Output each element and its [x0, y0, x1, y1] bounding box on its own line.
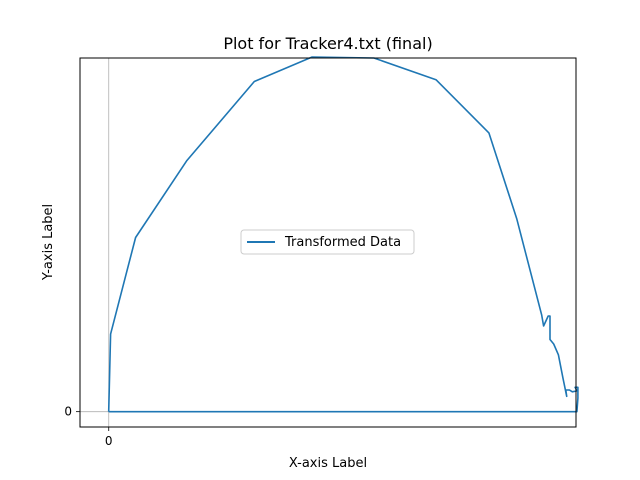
legend-label: Transformed Data: [284, 235, 401, 250]
y-tick-label: 0: [64, 405, 72, 419]
y-axis-label: Y-axis Label: [41, 204, 56, 281]
axis-ticks: 00: [64, 405, 112, 448]
x-axis-label: X-axis Label: [289, 456, 367, 471]
chart-title: Plot for Tracker4.txt (final): [223, 34, 432, 53]
legend-frame: [240, 229, 415, 255]
legend: Transformed Data: [240, 229, 415, 255]
x-tick-label: 0: [105, 434, 113, 448]
plot-area-frame: [79, 57, 577, 428]
